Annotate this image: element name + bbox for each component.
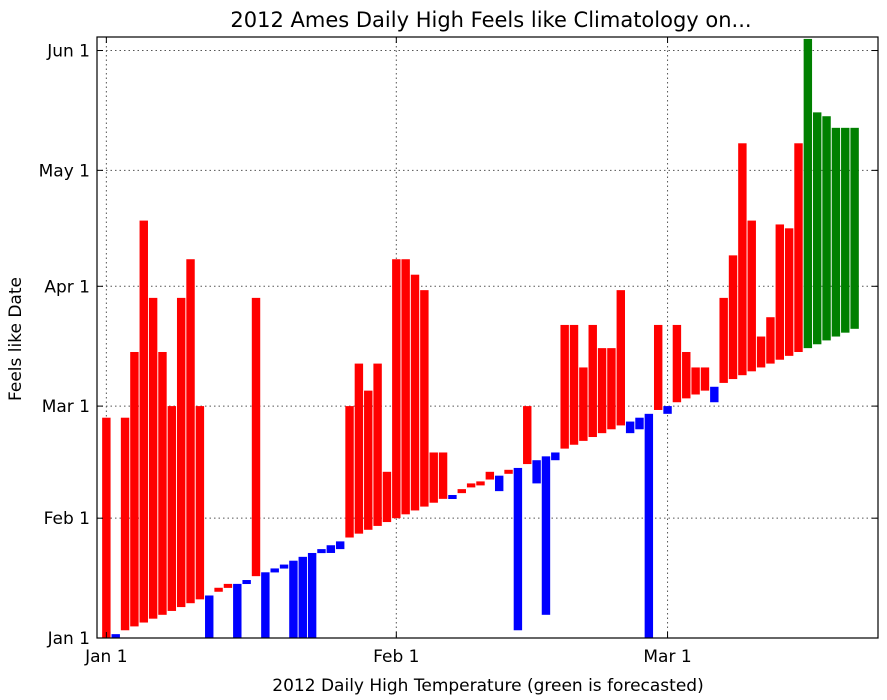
x-axis-label: 2012 Daily High Temperature (green is fo… (272, 676, 703, 696)
bar (756, 336, 766, 368)
y-tick-labels: Jan 1 Feb 1 Mar 1 Apr 1 May 1 Jun 1 (39, 42, 90, 649)
bar (401, 259, 410, 515)
y-tick-label: Jan 1 (47, 629, 90, 649)
bar (831, 127, 841, 337)
bar (775, 224, 784, 360)
x-tick-label: Mar 1 (643, 647, 691, 667)
bar (205, 595, 214, 638)
bar (476, 481, 485, 486)
bar (551, 452, 560, 461)
bar (233, 583, 242, 638)
bar (139, 220, 148, 623)
bar (373, 363, 382, 526)
bar (794, 143, 803, 352)
bar (513, 467, 523, 631)
bar (579, 367, 588, 441)
bar (429, 452, 438, 503)
bar (130, 351, 139, 627)
bar (784, 228, 794, 356)
bar (120, 417, 130, 631)
bar (289, 560, 298, 638)
y-tick-label: Apr 1 (44, 277, 90, 297)
bar (279, 564, 289, 569)
bar (420, 290, 429, 507)
bar (494, 475, 504, 492)
bar (710, 386, 719, 403)
bar (354, 363, 364, 534)
bar (635, 417, 644, 430)
bar (167, 406, 177, 611)
bar (307, 552, 317, 638)
bar (682, 351, 691, 399)
bar (616, 290, 625, 426)
chart-title: 2012 Ames Daily High Feels like Climatol… (230, 8, 751, 32)
bar (560, 324, 569, 449)
bar (747, 220, 756, 372)
bar (270, 568, 279, 573)
bar (251, 297, 261, 577)
bar (691, 367, 700, 395)
y-tick-label: Mar 1 (42, 397, 90, 417)
bar (410, 274, 420, 511)
bar (448, 495, 457, 499)
bar (607, 348, 616, 430)
bar (438, 452, 448, 499)
plot-frame (96, 36, 879, 639)
bar (466, 483, 476, 488)
bar (195, 406, 205, 600)
bar (485, 471, 495, 480)
bar (317, 549, 326, 554)
bar (850, 127, 859, 329)
bar (738, 143, 747, 376)
bar (382, 471, 392, 523)
y-axis-label: Feels like Date (6, 277, 26, 401)
bar (625, 421, 635, 434)
bars (102, 38, 859, 639)
bar (158, 351, 167, 615)
y-tick-label: Feb 1 (44, 509, 90, 529)
x-tick-labels: Jan 1 Feb 1 Mar 1 (84, 647, 692, 667)
bar (532, 460, 541, 484)
bar (261, 572, 270, 638)
bar (523, 406, 532, 465)
bar (335, 541, 345, 550)
y-tick-label: Jun 1 (46, 42, 90, 62)
bar (597, 348, 607, 434)
bar (822, 116, 831, 341)
bar (766, 317, 775, 364)
bar (644, 413, 654, 638)
bar (504, 469, 513, 474)
bar (223, 583, 233, 588)
bar (298, 556, 307, 638)
axis-ticks (97, 37, 878, 639)
bar (148, 297, 158, 619)
bar (719, 297, 728, 383)
bar (588, 324, 597, 438)
bar (326, 545, 336, 553)
bar (242, 580, 251, 585)
bar (541, 456, 551, 615)
bar (728, 255, 738, 380)
bar (111, 634, 120, 639)
bar (672, 324, 682, 403)
bar (214, 587, 223, 592)
y-tick-label: May 1 (39, 161, 90, 181)
bar (176, 297, 186, 608)
bar (186, 259, 195, 604)
bar (364, 390, 373, 530)
bar (700, 367, 710, 391)
bar (345, 406, 354, 538)
bar (569, 324, 579, 445)
bar (457, 489, 466, 494)
bar (841, 127, 850, 333)
bar (102, 417, 111, 638)
bar (653, 324, 663, 410)
bar (392, 259, 401, 519)
x-tick-label: Feb 1 (373, 647, 419, 667)
x-tick-label: Jan 1 (84, 647, 127, 667)
bar (812, 112, 822, 345)
bar (803, 38, 813, 349)
bar (663, 406, 672, 414)
